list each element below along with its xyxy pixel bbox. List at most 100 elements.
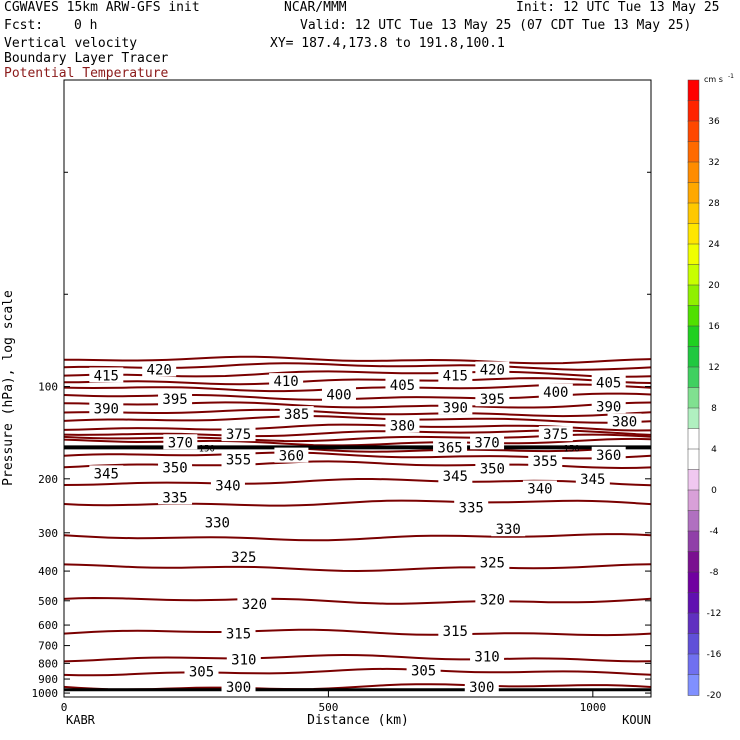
- contour-label: 380: [390, 418, 415, 434]
- colorbar-swatch: [687, 592, 700, 614]
- contour-label: 405: [390, 378, 415, 394]
- contour-label-bg: [438, 399, 473, 415]
- contour-label-bg: [607, 413, 642, 429]
- colorbar-label: 20: [708, 281, 720, 291]
- contour-label-bg: [221, 625, 256, 641]
- contour-label-bg: [200, 514, 235, 530]
- contour-label-bg: [528, 453, 563, 469]
- theta-contour-390: [63, 401, 652, 409]
- colorbar-label: 12: [708, 363, 719, 373]
- contour-label-bg: [538, 383, 573, 399]
- colorbar-swatch: [687, 551, 700, 573]
- contour-label-bg: [158, 391, 193, 407]
- contour-label-bg: [184, 663, 219, 679]
- colorbar-swatch: [687, 284, 700, 307]
- contour-label-bg: [321, 386, 356, 402]
- contour-label: 370: [168, 435, 193, 451]
- colorbar-swatch: [687, 120, 700, 143]
- contour-label: 355: [226, 453, 251, 469]
- theta-contour-420: [64, 355, 652, 365]
- contour-label-bg: [591, 398, 626, 414]
- y-axis-label: Pressure (hPa), log scale: [1, 290, 16, 486]
- contour-label: 420: [147, 363, 172, 379]
- colorbar-label: -16: [707, 650, 722, 660]
- contour-label: 315: [226, 627, 251, 643]
- colorbar-swatch: [687, 182, 700, 204]
- colorbar-label: 16: [708, 322, 720, 332]
- field-boundary-layer-tracer: Boundary Layer Tracer: [4, 51, 169, 66]
- contour-label: 340: [527, 481, 552, 497]
- init-time: Init: 12 UTC Tue 13 May 25: [516, 0, 720, 15]
- contour-label: 370: [474, 435, 499, 451]
- contour-label-bg: [158, 459, 193, 475]
- contour-label: 390: [596, 399, 621, 415]
- theta-contour-310: [63, 653, 652, 663]
- colorbar-swatch: [687, 428, 700, 450]
- contour-label: 330: [496, 522, 521, 538]
- contour-label: 300: [226, 680, 251, 696]
- colorbar-label: 0: [711, 486, 717, 496]
- x-tick-label: 0: [61, 701, 68, 714]
- fcst-label: Fcst:: [4, 18, 44, 33]
- contour-label-bg: [433, 439, 468, 455]
- valid-time: Valid: 12 UTC Tue 13 May 25 (07 CDT Tue …: [300, 18, 692, 33]
- contour-label: 375: [226, 427, 251, 443]
- colorbar-swatch: [687, 407, 700, 430]
- start-station-label: KABR: [66, 713, 96, 727]
- contour-label-bg: [89, 367, 124, 383]
- contour-label: 395: [480, 392, 505, 408]
- contour-label-bg: [385, 417, 420, 433]
- contour-label: 420: [480, 363, 505, 379]
- colorbar-label: 28: [708, 199, 720, 209]
- model-title: CGWAVES 15km ARW-GFS init: [4, 0, 200, 15]
- contour-label: 345: [443, 469, 468, 485]
- end-station-label: KOUN: [622, 713, 651, 727]
- colorbar-swatch: [687, 79, 700, 102]
- contour-label-bg: [269, 373, 304, 389]
- x-tick-label: 500: [318, 701, 338, 714]
- contour-label-bg: [279, 406, 314, 422]
- contour-label: 345: [580, 472, 605, 488]
- contour-label-bg: [163, 434, 198, 450]
- contour-label-bg: [475, 554, 510, 570]
- contour-label: 340: [215, 478, 240, 494]
- colorbar-label: 32: [708, 158, 719, 168]
- pbl-label: 150: [564, 444, 580, 454]
- colorbar-label: -4: [710, 527, 719, 537]
- colorbar-label: -12: [707, 609, 722, 619]
- contour-label-bg: [385, 377, 420, 393]
- contour-label-bg: [221, 678, 256, 694]
- contour-label-bg: [591, 374, 626, 390]
- contour-label: 390: [443, 400, 468, 416]
- field-vertical-velocity: Vertical velocity: [4, 36, 138, 51]
- colorbar-swatch: [687, 469, 700, 491]
- theta-contour-330: [63, 533, 652, 542]
- contour-label: 325: [480, 555, 505, 571]
- colorbar-label: -8: [710, 568, 719, 578]
- y-tick-label: 700: [38, 640, 58, 653]
- contour-label: 380: [612, 414, 637, 430]
- theta-contour-335: [63, 499, 652, 507]
- contour-label-bg: [475, 591, 510, 607]
- colorbar-swatch: [687, 161, 700, 184]
- theta-contour-380: [63, 415, 652, 424]
- contour-label: 360: [279, 449, 304, 465]
- y-tick-label: 400: [38, 565, 58, 578]
- y-tick-label: 300: [38, 527, 58, 540]
- contour-label-bg: [475, 391, 510, 407]
- contour-label: 395: [162, 392, 187, 408]
- theta-contour-385: [63, 408, 652, 418]
- contour-label: 415: [443, 368, 468, 384]
- fcst-value: 0 h: [74, 18, 98, 33]
- contour-label: 390: [94, 402, 119, 418]
- contour-label: 305: [189, 664, 214, 680]
- contour-label-bg: [438, 468, 473, 484]
- contour-label-bg: [475, 361, 510, 377]
- theta-contour-325: [63, 563, 652, 573]
- colorbar-label: 24: [708, 240, 720, 250]
- contour-label-bg: [89, 465, 124, 481]
- contour-label: 355: [533, 454, 558, 470]
- colorbar-swatch: [687, 346, 700, 368]
